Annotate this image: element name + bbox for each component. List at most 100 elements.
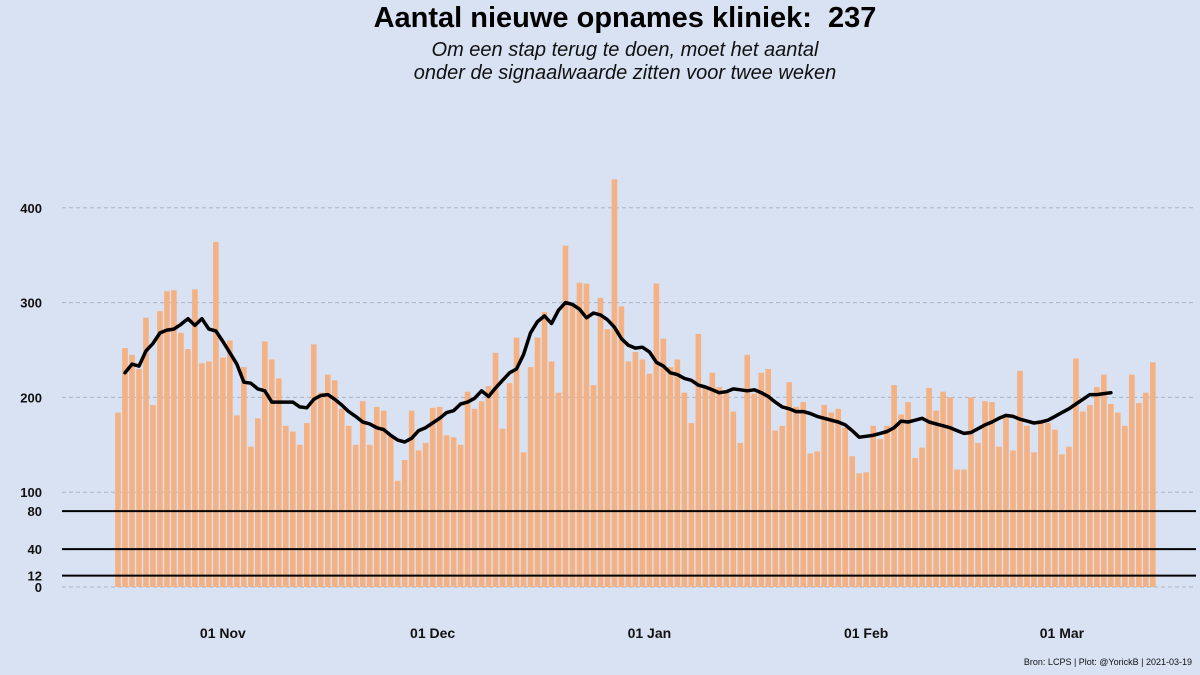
bar [499,428,506,587]
bar [751,393,758,587]
bar [206,361,212,587]
bar [982,401,988,587]
bar [471,408,478,587]
bar [192,289,198,587]
bar [1010,450,1016,587]
bar [296,444,303,587]
bars [115,179,1156,588]
bar [597,297,604,587]
bar [933,410,939,587]
bar [562,245,569,587]
bar [996,446,1002,587]
bar [786,382,793,587]
y-tick-label: 12 [28,569,42,584]
bar [527,367,534,587]
bar [730,411,737,587]
y-axis-ticks: 012 40 80 100 200 300 400 [20,201,42,595]
bar [1080,411,1086,587]
bar [611,179,618,588]
chart-title: Aantal nieuwe opnames kliniek: 237 [373,2,877,34]
bar [807,453,814,587]
bar [576,282,583,587]
y-tick-label: 40 [28,542,42,557]
bar [422,442,429,587]
bar [241,367,247,587]
bar [653,283,660,587]
bar [758,372,765,587]
bar [1129,374,1135,587]
bar [583,283,590,587]
bar [115,412,121,587]
bar [898,414,904,587]
bar [569,304,576,587]
bar [541,312,548,587]
bar [129,354,135,587]
bar [835,408,841,587]
bar [324,374,331,587]
bar [310,344,317,587]
bar [870,425,876,587]
bar [1045,422,1051,587]
bar [1038,420,1044,587]
bar [793,406,800,587]
bar [688,422,695,587]
bar [143,317,149,587]
bar [338,408,345,587]
bar [940,391,946,587]
bar [227,340,233,587]
reference-lines [62,510,1196,577]
bar [737,442,744,587]
bar [506,383,513,587]
bar [290,431,296,587]
bar [667,367,674,587]
average-line-path [123,300,1113,444]
bar [178,332,184,587]
bar [695,333,702,587]
bar [814,451,820,587]
source-caption: Bron: LCPS | Plot: @YorickB | 2021-03-19 [1023,657,1192,667]
bar [716,386,723,587]
y-tick-label: 0 [35,580,42,595]
bar [891,385,897,587]
bar [681,392,688,587]
bar [359,401,366,587]
bar [590,385,597,587]
bar [248,446,254,587]
bar [926,387,932,587]
bar [213,241,219,588]
bar [303,422,310,587]
x-tick-label: 01 Nov [200,625,246,641]
bar [604,329,611,587]
bar [513,337,520,587]
bar [262,341,268,587]
bar [234,415,240,587]
bar [1115,412,1121,587]
bar [989,402,995,587]
bar [150,404,156,587]
bar [555,392,562,587]
bar [373,406,380,587]
bar [674,359,681,587]
bar [1136,403,1142,587]
bar [548,361,555,587]
bar [863,472,869,587]
bar [283,425,289,587]
bar [877,439,883,587]
x-tick-label: 01 Dec [410,625,455,641]
bar [401,459,408,587]
x-axis-ticks: 01 Nov 01 Dec 01 Jan 01 Feb 01 Mar [200,625,1085,641]
bar [269,359,275,587]
bar [415,450,422,587]
x-tick-label: 01 Mar [1040,625,1085,641]
bar [394,480,401,587]
bar [1003,416,1009,587]
bar [408,410,415,587]
y-tick-label: 200 [20,390,42,405]
bar [1094,386,1100,587]
x-tick-label: 01 Feb [844,625,888,641]
bar [171,290,177,587]
bar [136,368,142,587]
bar [1031,452,1037,587]
y-tick-label: 80 [28,504,42,519]
